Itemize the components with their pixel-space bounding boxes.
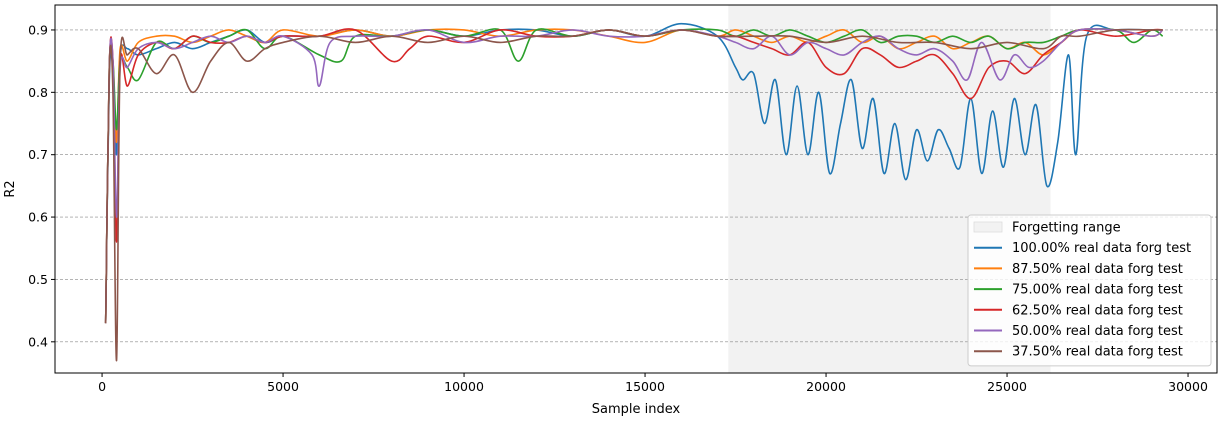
legend-box: [967, 214, 1212, 367]
plot-frame: [54, 4, 1218, 374]
x-tick-label: 0: [98, 379, 106, 394]
x-axis-title: Sample index: [592, 402, 681, 417]
legend: Forgetting range 100.00% real data forg t…: [967, 214, 1212, 367]
series-line-0: [104, 22, 1163, 324]
y-tick-label: 0.9: [28, 22, 48, 37]
x-tick-label: 20000: [806, 379, 846, 394]
legend-label: 100.00% real data forg test: [1012, 241, 1191, 256]
series-group: [104, 22, 1164, 362]
y-axis-title: R2: [3, 180, 18, 197]
legend-label: 87.50% real data forg test: [1012, 262, 1183, 277]
series-line-5: [104, 28, 1163, 362]
x-axis: 0 5000 10000 15000 20000 25000 30000: [98, 373, 1208, 394]
legend-label: 62.50% real data forg test: [1012, 303, 1183, 318]
x-tick-label: 30000: [1168, 379, 1208, 394]
legend-label: Forgetting range: [1012, 221, 1121, 236]
legend-swatch-forgetting-range: [973, 221, 1003, 233]
x-tick-label: 5000: [267, 379, 299, 394]
x-tick-label: 25000: [987, 379, 1027, 394]
legend-label: 75.00% real data forg test: [1012, 283, 1183, 298]
y-tick-label: 0.4: [28, 334, 48, 349]
legend-label: 37.50% real data forg test: [1012, 345, 1183, 360]
x-tick-label: 10000: [444, 379, 484, 394]
y-axis: 0.4 0.5 0.6 0.7 0.8 0.9: [28, 22, 55, 349]
y-tick-label: 0.7: [28, 147, 48, 162]
legend-label: 50.00% real data forg test: [1012, 324, 1183, 339]
y-tick-label: 0.6: [28, 210, 48, 225]
y-tick-label: 0.5: [28, 272, 48, 287]
plot-area: [55, 5, 1217, 373]
series-line-4: [104, 27, 1164, 324]
x-tick-label: 15000: [625, 379, 665, 394]
y-tick-label: 0.8: [28, 85, 48, 100]
